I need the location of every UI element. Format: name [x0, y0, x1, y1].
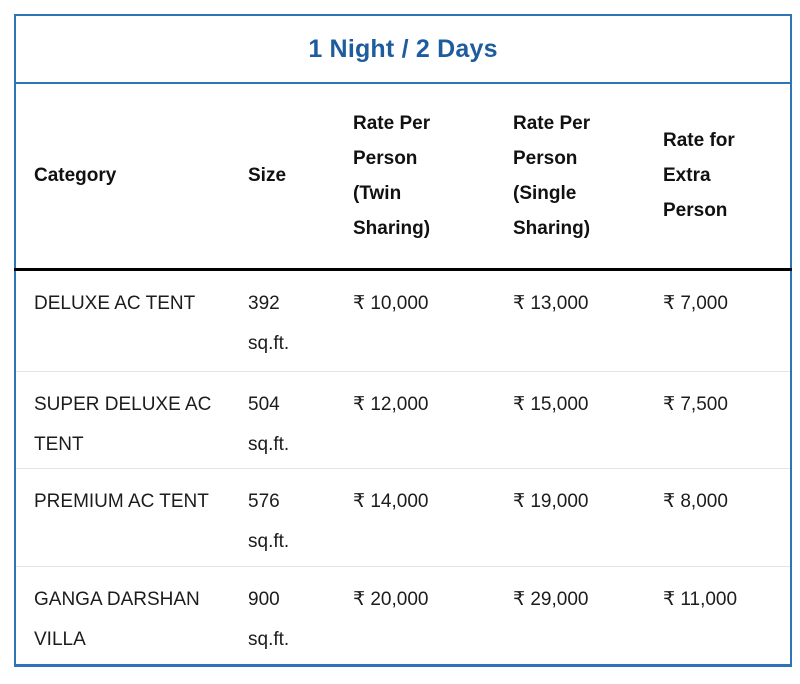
column-header-rate-extra: Rate for Extra Person	[661, 83, 792, 271]
rate-single-cell: ₹ 19,000	[511, 468, 661, 567]
size-value: 900	[248, 588, 280, 610]
rates-table: 1 Night / 2 Days Category Size Rate Per …	[14, 14, 793, 667]
size-cell: 392 sq.ft.	[246, 269, 351, 372]
rate-twin-cell: ₹ 14,000	[351, 468, 511, 567]
size-unit: sq.ft.	[248, 530, 290, 552]
size-unit: sq.ft.	[248, 433, 290, 455]
table-row: GANGA DARSHAN VILLA 900 sq.ft. ₹ 20,000 …	[15, 566, 791, 665]
rate-extra-cell: ₹ 11,000	[663, 588, 738, 610]
rate-single-cell: ₹ 13,000	[511, 269, 661, 372]
size-unit: sq.ft.	[248, 628, 290, 650]
category-cell: PREMIUM AC TENT	[15, 468, 246, 567]
size-cell: 504 sq.ft.	[246, 371, 351, 469]
size-unit: sq.ft.	[248, 332, 290, 354]
table-row: SUPER DELUXE AC TENT 504 sq.ft. ₹ 12,000…	[15, 371, 792, 469]
rate-twin-cell: ₹ 10,000	[351, 269, 511, 372]
table-row: DELUXE AC TENT 392 sq.ft. ₹ 10,000 ₹ 13,…	[15, 269, 792, 372]
size-value: 576	[248, 490, 280, 512]
category-cell: DELUXE AC TENT	[15, 269, 246, 372]
rate-single-cell: ₹ 15,000	[511, 371, 661, 469]
column-header-rate-single: Rate Per Person (Single Sharing)	[511, 83, 661, 271]
category-cell: SUPER DELUXE AC TENT	[15, 371, 246, 469]
size-value: 392	[248, 292, 280, 314]
rate-twin-cell: ₹ 12,000	[351, 371, 511, 469]
table-title: 1 Night / 2 Days	[15, 15, 792, 84]
rate-extra-cell: ₹ 8,000	[661, 468, 792, 567]
size-cell: 900 sq.ft.	[246, 566, 351, 665]
column-header-rate-twin: Rate Per Person (Twin Sharing)	[351, 83, 511, 271]
rate-extra-cell: ₹ 7,500	[661, 371, 792, 469]
size-value: 504	[248, 393, 280, 415]
table-row: PREMIUM AC TENT 576 sq.ft. ₹ 14,000 ₹ 19…	[15, 468, 792, 567]
column-header-category: Category	[15, 83, 246, 271]
rate-extra-cell: ₹ 7,000	[661, 269, 792, 372]
column-header-size: Size	[246, 83, 351, 271]
category-cell: GANGA DARSHAN VILLA	[34, 588, 200, 650]
table-header-row: Category Size Rate Per Person (Twin Shar…	[15, 83, 792, 271]
rate-twin-cell: ₹ 20,000	[353, 588, 429, 610]
size-cell: 576 sq.ft.	[246, 468, 351, 567]
rate-single-cell: ₹ 29,000	[513, 588, 589, 610]
table-title-row: 1 Night / 2 Days	[15, 15, 792, 84]
